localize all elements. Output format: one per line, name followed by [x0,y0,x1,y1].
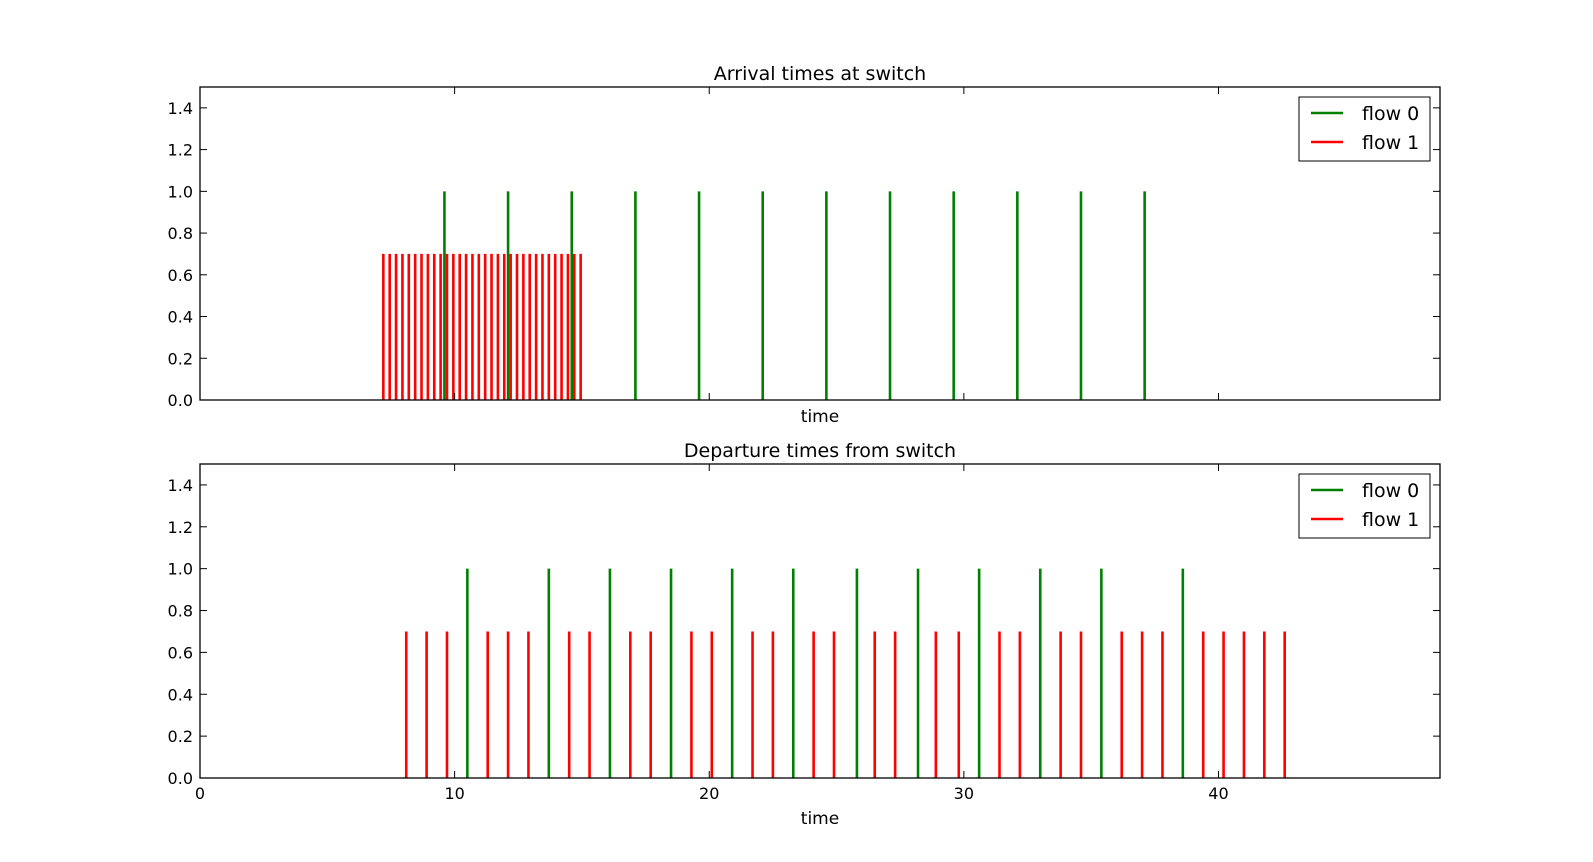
legend-box [1298,96,1431,162]
y-tick-label: 1.0 [168,182,193,201]
x-tick-label: 0 [195,784,205,803]
y-tick-label: 0.6 [168,643,193,662]
chart-title: Arrival times at switch [714,63,926,85]
x-tick-label: 40 [1208,784,1228,803]
y-tick-label: 0.0 [168,391,193,410]
y-tick-label: 1.4 [168,476,193,495]
legend-label: flow 0 [1362,103,1419,125]
y-tick-label: 1.0 [168,560,193,579]
y-tick-label: 0.4 [168,685,193,704]
y-tick-label: 0.6 [168,266,193,285]
arrival-chart: 0.0 0.2 0.4 0.6 0.8 1.0 1.2 1.4 Arrival times at… [168,63,1441,427]
y-tick-label: 0.2 [168,349,193,368]
legend-box [1298,473,1431,539]
legend-label: flow 0 [1362,480,1419,502]
x-tick-label: 10 [444,784,464,803]
y-tick-label: 0.8 [168,224,193,243]
axes-frame [199,463,1441,779]
legend-label: flow 1 [1362,132,1419,154]
chart-title: Departure times from switch [684,440,956,462]
x-tick-label: 20 [699,784,719,803]
y-tick-label: 1.4 [168,99,193,118]
legend-label: flow 1 [1362,509,1419,531]
y-tick-label: 1.2 [168,518,193,537]
x-axis-label: time [801,809,839,829]
x-axis-label: time [801,407,839,427]
departure-chart: 0.0 0.2 0.4 0.6 0.8 1.0 1.2 1.4 0 10 20 30 40 Departu… [168,440,1441,829]
y-tick-label: 0.4 [168,308,193,327]
axes-frame [199,86,1441,401]
y-tick-label: 0.8 [168,602,193,621]
y-tick-label: 0.2 [168,727,193,746]
x-tick-label: 30 [954,784,974,803]
y-tick-label: 1.2 [168,141,193,160]
y-tick-label: 0.0 [168,769,193,788]
